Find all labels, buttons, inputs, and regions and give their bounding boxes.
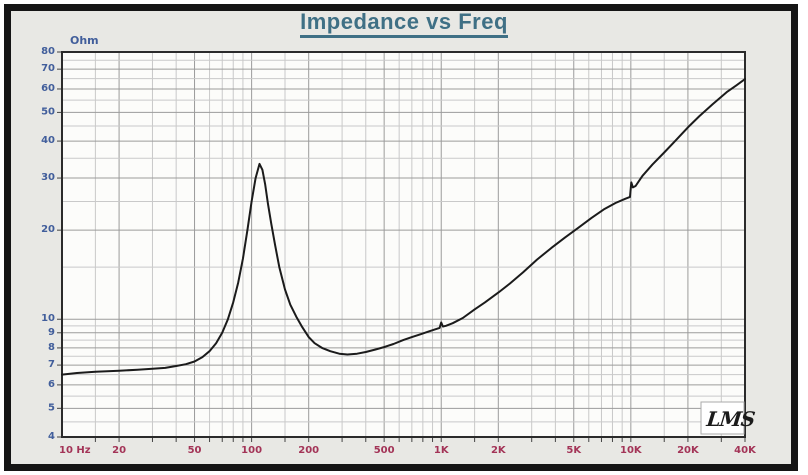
lms-logo-group: LMS xyxy=(700,401,756,435)
y-tick-label: 30 xyxy=(41,172,55,183)
y-tick-label: 6 xyxy=(48,379,55,390)
y-tick-label: 7 xyxy=(48,359,55,370)
impedance-curve xyxy=(61,78,746,376)
y-axis-unit-label: Ohm xyxy=(70,34,99,47)
x-tick-label: 40K xyxy=(734,445,757,456)
y-tick-label: 8 xyxy=(48,342,55,353)
x-tick-label: 2K xyxy=(491,445,507,456)
x-tick-label: 50 xyxy=(188,445,202,456)
x-tick-label: 1K xyxy=(434,445,450,456)
x-tick-label: 10 Hz xyxy=(59,445,91,456)
grid-layer xyxy=(61,51,746,438)
y-tick-label: 80 xyxy=(41,46,55,57)
x-tick-label: 200 xyxy=(298,445,319,456)
y-tick-label: 5 xyxy=(48,402,55,413)
x-tick-label: 20 xyxy=(112,445,126,456)
axis-tick-layer xyxy=(57,51,746,442)
plot-border xyxy=(61,51,746,438)
y-tick-label: 4 xyxy=(48,431,55,442)
x-tick-label: 100 xyxy=(241,445,262,456)
y-tick-label: 40 xyxy=(41,135,55,146)
lms-logo: LMS xyxy=(704,407,756,431)
lms-logo-box xyxy=(700,401,745,435)
plot-background xyxy=(62,52,745,437)
y-tick-label: 10 xyxy=(41,313,55,324)
curve-layer xyxy=(61,78,746,376)
chart-title: Impedance vs Freq xyxy=(300,9,508,38)
y-tick-label: 70 xyxy=(41,63,55,74)
y-tick-label: 60 xyxy=(41,83,55,94)
chart-title-row: Impedance vs Freq xyxy=(0,9,808,38)
x-tick-label: 5K xyxy=(566,445,582,456)
x-tick-label: 500 xyxy=(374,445,395,456)
y-tick-label: 20 xyxy=(41,224,55,235)
axis-label-layer: 10 Hz 20 50 100 200 500 1K 2K 5K 10K 20K 40K 80 70 60 5… xyxy=(41,46,757,456)
y-tick-label: 9 xyxy=(48,327,55,338)
x-tick-label: 20K xyxy=(677,445,700,456)
x-tick-label: 10K xyxy=(620,445,643,456)
y-tick-label: 50 xyxy=(41,106,55,117)
